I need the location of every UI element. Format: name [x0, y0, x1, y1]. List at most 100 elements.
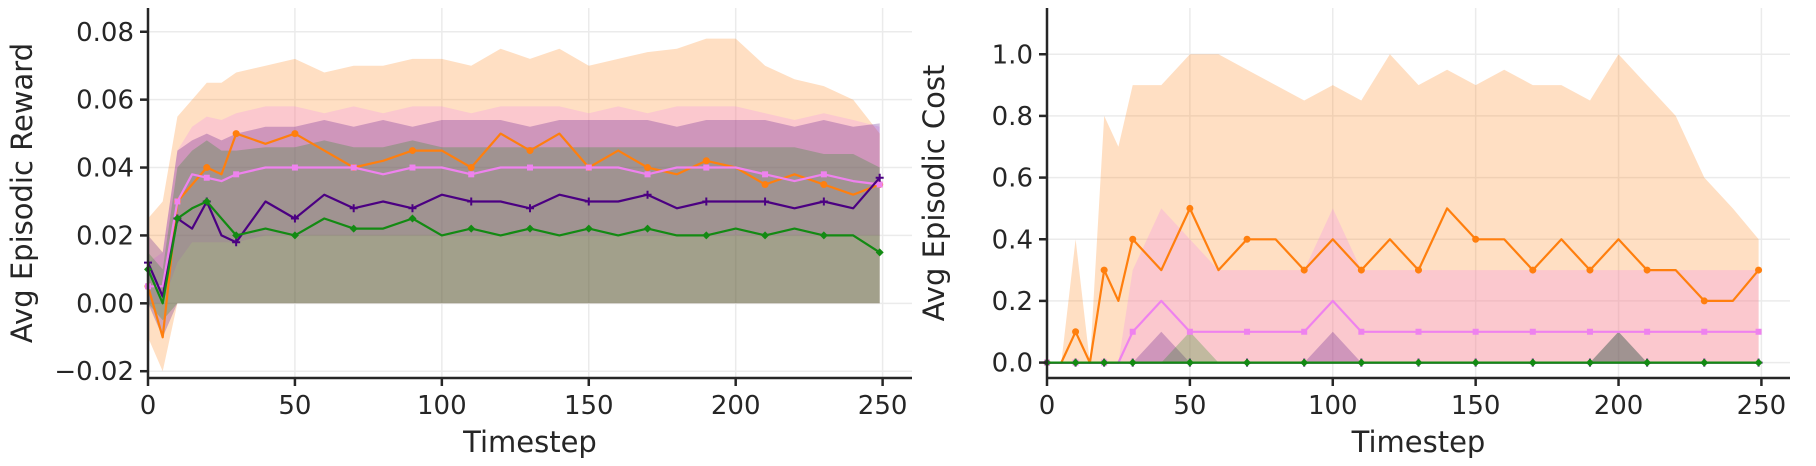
data-point-violet [1358, 328, 1365, 335]
data-point-green [584, 224, 593, 233]
x-tick: 250 [858, 378, 908, 421]
chart-panel-1: 0 50 100 150 200 250 −0.02 0.00 0.02 0.04 0.06 0.08… [5, 8, 912, 459]
y-tick-label: 0.6 [992, 164, 1033, 194]
data-point-violet [1529, 328, 1536, 335]
data-point-orange [820, 181, 828, 189]
data-point-violet [1244, 328, 1251, 335]
data-point-violet [527, 164, 533, 171]
data-point-green [1585, 358, 1594, 367]
data-point-orange [291, 130, 299, 138]
data-point-indigo [875, 173, 884, 182]
data-point-orange [702, 157, 710, 165]
data-point-indigo [232, 238, 241, 247]
x-tick: 0 [140, 378, 157, 421]
data-point-violet [585, 164, 592, 171]
data-point-violet [1301, 328, 1308, 335]
data-point-green [1243, 358, 1252, 367]
data-point-violet [409, 164, 416, 171]
data-point-orange [1529, 266, 1537, 274]
x-tick-label: 100 [1308, 391, 1358, 421]
data-point-green [761, 231, 770, 240]
data-point-orange [644, 164, 652, 172]
data-point-orange [203, 164, 211, 172]
data-point-green [1300, 358, 1309, 367]
data-point-indigo [643, 190, 652, 199]
data-point-violet [350, 164, 357, 171]
y-tick: 0.4 [992, 225, 1047, 255]
data-point-violet [703, 164, 710, 171]
data-point-green [1754, 358, 1763, 367]
x-tick: 250 [1737, 378, 1786, 421]
data-point-indigo [526, 204, 534, 213]
data-point-orange [408, 147, 416, 155]
x-tick-label: 50 [278, 391, 311, 421]
data-point-violet [174, 198, 181, 205]
x-tick-label: 50 [1173, 391, 1206, 421]
y-tick: 0.6 [992, 164, 1047, 194]
data-point-green [526, 224, 534, 233]
data-point-green [702, 231, 711, 240]
x-tick-label: 0 [140, 391, 157, 421]
x-tick: 200 [711, 378, 761, 421]
data-point-orange [1072, 328, 1080, 336]
data-point-orange [1357, 266, 1365, 274]
x-tick-label: 150 [564, 391, 614, 421]
x-tick: 150 [1451, 378, 1501, 421]
confidence-band-green [1047, 331, 1759, 363]
confidence-band-violet [1047, 208, 1759, 363]
data-point-violet [1186, 328, 1193, 335]
data-point-green [467, 224, 476, 233]
data-point-violet [876, 181, 883, 188]
data-point-violet [1472, 328, 1479, 335]
data-point-green [875, 248, 884, 257]
data-point-indigo [408, 204, 417, 213]
data-point-violet [1586, 328, 1593, 335]
data-point-violet [1701, 328, 1708, 335]
y-tick: 0.0 [992, 349, 1047, 379]
grid [147, 8, 912, 378]
data-point-green [1100, 358, 1109, 367]
x-tick: 50 [1173, 378, 1206, 421]
confidence-band-orange [1047, 54, 1759, 363]
y-tick-label: 0.0 [992, 349, 1033, 379]
x-axis-label: Timestep [1351, 425, 1486, 459]
data-point-green [643, 224, 652, 233]
data-point-violet [291, 164, 298, 171]
data-point-orange [1755, 266, 1763, 274]
data-point-green [1643, 358, 1652, 367]
y-tick-label: 1.0 [992, 40, 1033, 70]
chart-panel-2: 0 50 100 150 200 250 0.0 0.2 0.4 0.6 0.8 1.0 Timeste… [917, 8, 1790, 459]
x-tick-label: 150 [1451, 391, 1501, 421]
data-point-green [1357, 358, 1366, 367]
x-tick: 200 [1594, 378, 1644, 421]
confidence-band-indigo [1047, 331, 1759, 363]
data-point-green [408, 214, 417, 223]
x-tick: 100 [417, 378, 467, 421]
data-point-orange [1700, 297, 1708, 305]
data-point-indigo [584, 197, 593, 206]
data-point-indigo [290, 214, 299, 223]
y-tick-label: 0.04 [76, 154, 134, 184]
x-tick-label: 0 [1039, 391, 1056, 421]
data-point-orange [1643, 266, 1651, 274]
data-point-violet [203, 174, 210, 181]
data-point-violet [1755, 328, 1762, 335]
y-tick: 0.2 [992, 287, 1047, 317]
x-tick-label: 250 [858, 391, 908, 421]
x-axis-label: Timestep [462, 425, 597, 459]
data-point-green [232, 231, 241, 240]
data-point-orange [1472, 235, 1480, 243]
data-point-indigo [761, 197, 770, 206]
data-point-green [1471, 358, 1480, 367]
data-point-orange [1129, 235, 1137, 243]
y-tick-label: 0.02 [76, 221, 134, 251]
x-tick-label: 200 [1594, 391, 1644, 421]
x-tick-label: 100 [417, 391, 467, 421]
data-point-orange [1300, 266, 1308, 274]
y-tick: 0.08 [76, 18, 148, 48]
data-point-orange [232, 130, 240, 138]
data-point-orange [1586, 266, 1594, 274]
x-tick: 0 [1039, 378, 1056, 421]
data-point-orange [467, 164, 475, 172]
